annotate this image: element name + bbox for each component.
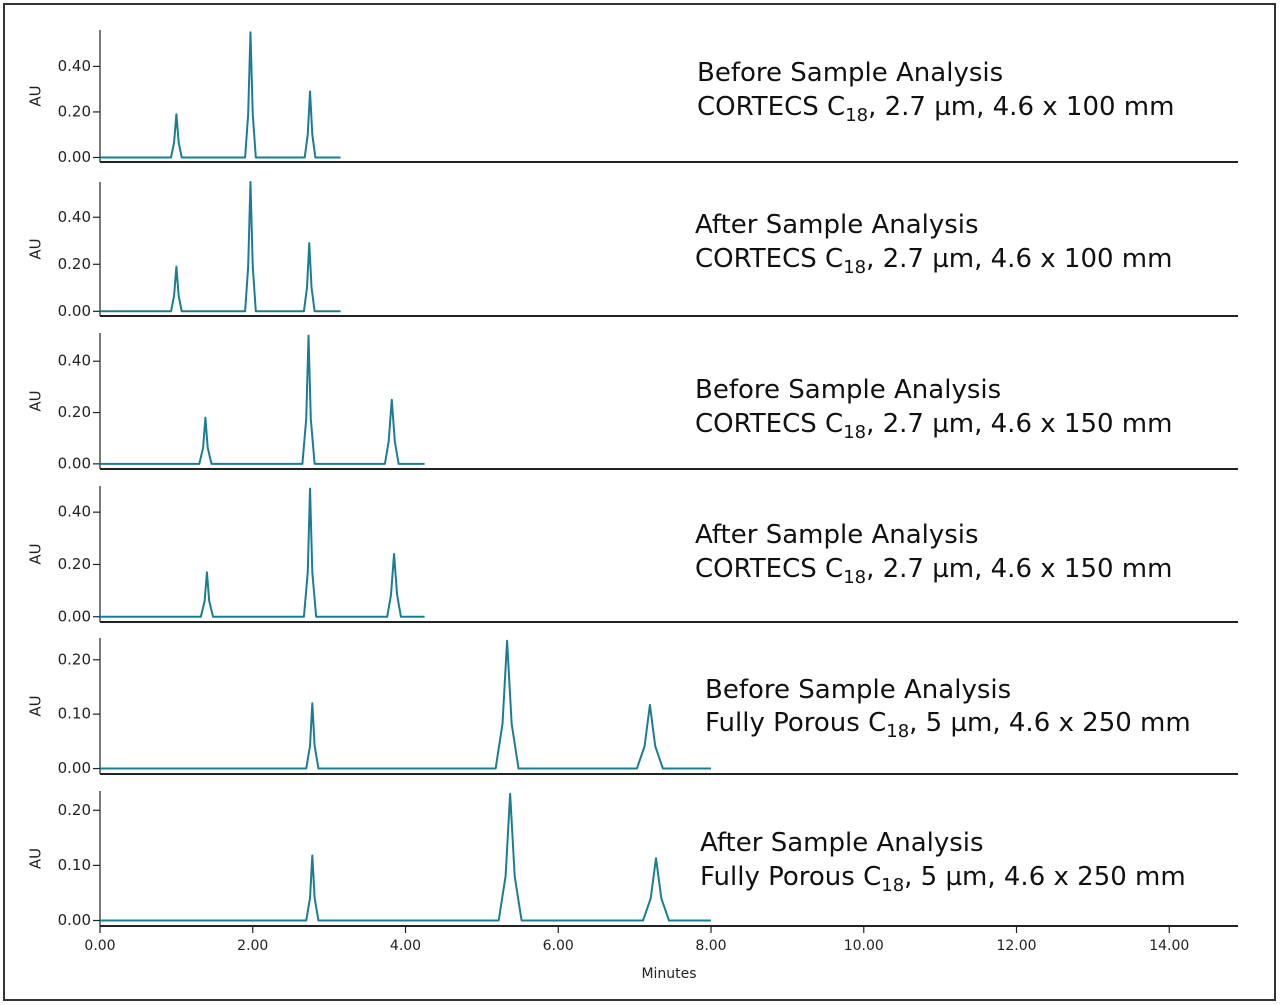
- column-spec: , 2.7 µm, 4.6 x 100 mm: [868, 92, 1174, 122]
- y-tick-label: 0.20: [58, 801, 91, 819]
- annotation-title: After Sample Analysis: [695, 210, 979, 240]
- column-name: Fully Porous C: [705, 708, 886, 738]
- annotation-column: Fully Porous C18, 5 µm, 4.6 x 250 mm: [700, 862, 1186, 896]
- column-subscript: 18: [843, 257, 866, 278]
- column-spec: , 2.7 µm, 4.6 x 150 mm: [866, 409, 1172, 439]
- x-tick-label: 2.00: [237, 938, 268, 954]
- column-subscript: 18: [843, 422, 866, 443]
- chromatogram-line: [100, 31, 341, 159]
- column-spec: , 5 µm, 4.6 x 250 mm: [909, 708, 1191, 738]
- y-axis-label: AU: [27, 238, 45, 259]
- annotation-column: CORTECS C18, 2.7 µm, 4.6 x 100 mm: [697, 92, 1174, 126]
- annotation-column: CORTECS C18, 2.7 µm, 4.6 x 150 mm: [695, 554, 1172, 588]
- y-tick-label: 0.20: [58, 255, 91, 273]
- y-axis-label: AU: [27, 695, 45, 716]
- x-axis-label: Minutes: [641, 966, 696, 982]
- y-tick-label: 0.10: [58, 705, 91, 723]
- y-tick-label: 0.20: [58, 555, 91, 573]
- column-name: Fully Porous C: [700, 862, 881, 892]
- chromatogram-line: [100, 334, 425, 465]
- x-tick-label: 4.00: [390, 938, 421, 954]
- annotation-title: After Sample Analysis: [700, 828, 984, 858]
- x-tick-label: 14.00: [1149, 938, 1189, 954]
- annotation-column: Fully Porous C18, 5 µm, 4.6 x 250 mm: [705, 708, 1191, 742]
- chromatogram-line: [100, 487, 425, 618]
- x-tick-label: 8.00: [695, 938, 726, 954]
- y-tick-label: 0.00: [58, 911, 91, 929]
- column-name: CORTECS C: [695, 244, 843, 274]
- x-tick-label: 6.00: [543, 938, 574, 954]
- y-tick-label: 0.40: [58, 57, 91, 75]
- y-tick-label: 0.20: [58, 102, 91, 120]
- y-tick-label: 0.40: [58, 503, 91, 521]
- y-tick-label: 0.20: [58, 403, 91, 421]
- annotation-title: Before Sample Analysis: [705, 675, 1011, 705]
- y-axis-label: AU: [27, 543, 45, 564]
- y-tick-label: 0.00: [58, 454, 91, 472]
- column-name: CORTECS C: [695, 409, 843, 439]
- y-tick-label: 0.40: [58, 208, 91, 226]
- y-tick-label: 0.00: [58, 302, 91, 320]
- y-tick-label: 0.40: [58, 352, 91, 370]
- column-subscript: 18: [845, 105, 868, 126]
- y-tick-label: 0.00: [58, 148, 91, 166]
- annotation-column: CORTECS C18, 2.7 µm, 4.6 x 100 mm: [695, 244, 1172, 278]
- chromatogram-line: [100, 639, 712, 770]
- frame: [3, 3, 1276, 1001]
- x-tick-label: 0.00: [84, 938, 115, 954]
- y-tick-label: 0.00: [58, 607, 91, 625]
- x-tick-label: 12.00: [996, 938, 1036, 954]
- column-spec: , 5 µm, 4.6 x 250 mm: [904, 862, 1186, 892]
- annotation-title: Before Sample Analysis: [695, 375, 1001, 405]
- column-name: CORTECS C: [695, 554, 843, 584]
- column-spec: , 2.7 µm, 4.6 x 150 mm: [866, 554, 1172, 584]
- annotation-title: Before Sample Analysis: [697, 58, 1003, 88]
- y-tick-label: 0.10: [58, 856, 91, 874]
- annotation-title: After Sample Analysis: [695, 520, 979, 550]
- y-tick-label: 0.20: [58, 650, 91, 668]
- annotation-column: CORTECS C18, 2.7 µm, 4.6 x 150 mm: [695, 409, 1172, 443]
- column-subscript: 18: [886, 721, 909, 742]
- column-spec: , 2.7 µm, 4.6 x 100 mm: [866, 244, 1172, 274]
- y-axis-label: AU: [27, 390, 45, 411]
- column-name: CORTECS C: [697, 92, 845, 122]
- column-subscript: 18: [843, 567, 866, 588]
- chromatogram-line: [100, 792, 712, 922]
- chromatogram-line: [100, 181, 341, 313]
- y-tick-label: 0.00: [58, 759, 91, 777]
- y-axis-label: AU: [27, 848, 45, 869]
- column-subscript: 18: [881, 875, 904, 896]
- x-tick-label: 10.00: [844, 938, 884, 954]
- y-axis-label: AU: [27, 85, 45, 106]
